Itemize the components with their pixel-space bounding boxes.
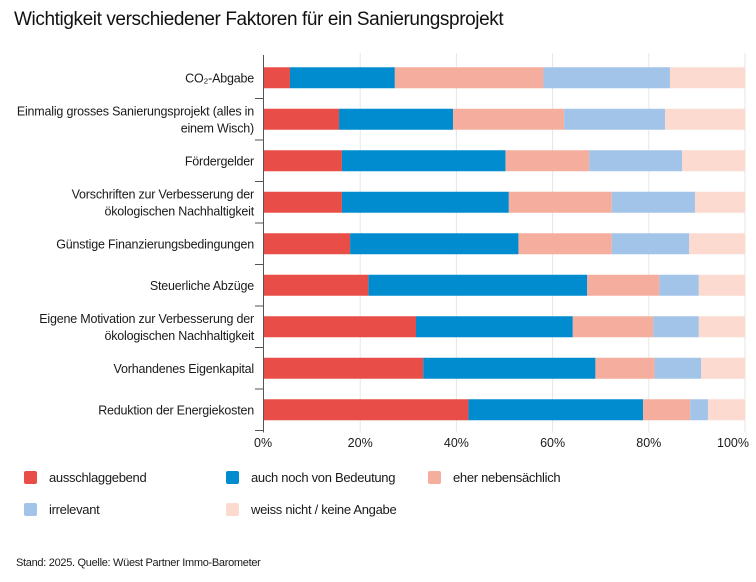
- x-tick-label: 80%: [636, 436, 661, 450]
- bar-segment: [394, 67, 544, 89]
- legend-swatch: [24, 471, 37, 484]
- bar-segment: [415, 316, 573, 338]
- x-tick-label: 20%: [348, 436, 373, 450]
- bar-segment: [681, 150, 745, 172]
- bar-segment: [611, 233, 690, 255]
- x-axis-ticks: 0% 20% 40% 60% 80% 100%: [254, 436, 749, 450]
- bar-segment: [339, 108, 454, 130]
- bar-segment: [643, 399, 691, 421]
- bar-segment: [423, 357, 596, 379]
- bar-segment: [341, 191, 509, 213]
- bar-segment: [264, 150, 342, 172]
- bar-row: [264, 191, 745, 213]
- legend-label: irrelevant: [49, 502, 100, 517]
- y-tick-label: Reduktion der Energiekosten: [98, 403, 254, 417]
- bar-segment: [264, 357, 424, 379]
- bar-row: [264, 316, 745, 338]
- y-tick-label: Fördergelder: [185, 154, 254, 168]
- bar-segment: [264, 108, 340, 130]
- legend-item: auch noch von Bedeutung: [226, 470, 395, 485]
- y-tick-label: Vorschriften zur Verbesserung der: [72, 187, 254, 201]
- legend-label: auch noch von Bedeutung: [251, 470, 396, 485]
- y-tick-label: Steuerliche Abzüge: [150, 279, 254, 293]
- bar-segment: [264, 191, 342, 213]
- bar-segment: [595, 357, 655, 379]
- bar-segment: [659, 274, 699, 296]
- source-note: Stand: 2025. Quelle: Wüest Partner Immo-…: [16, 557, 261, 569]
- bars: [264, 67, 745, 421]
- x-tick-label: 40%: [444, 436, 469, 450]
- bar-segment: [543, 67, 670, 89]
- legend-item: eher nebensächlich: [428, 470, 561, 485]
- legend-swatch: [226, 471, 239, 484]
- legend-swatch: [226, 503, 239, 516]
- bar-segment: [350, 233, 519, 255]
- bar-segment: [341, 150, 506, 172]
- bar-row: [264, 67, 745, 89]
- y-tick-label: Einmalig grosses Sanierungsprojekt (alle…: [17, 104, 254, 118]
- bar-segment: [264, 316, 416, 338]
- legend-label: ausschlaggebend: [49, 470, 147, 485]
- bar-segment: [653, 316, 699, 338]
- bar-segment: [508, 191, 612, 213]
- y-tick-label: CO₂-Abgabe: [185, 71, 254, 85]
- bar-row: [264, 399, 745, 421]
- bar-segment: [694, 191, 745, 213]
- bar-segment: [611, 191, 695, 213]
- bar-row: [264, 108, 745, 130]
- legend-item: weiss nicht / keine Angabe: [226, 502, 397, 517]
- y-axis: [255, 55, 264, 433]
- bar-segment: [572, 316, 654, 338]
- chart-title: Wichtigkeit verschiedener Faktoren für e…: [14, 9, 504, 30]
- x-tick-label: 60%: [540, 436, 565, 450]
- y-tick-label: ökologischen Nachhaltigkeit: [104, 204, 254, 218]
- bar-segment: [264, 67, 290, 89]
- legend-item: irrelevant: [24, 502, 100, 517]
- bar-segment: [518, 233, 612, 255]
- bar-segment: [665, 108, 745, 130]
- bar-segment: [690, 399, 708, 421]
- bar-segment: [264, 399, 469, 421]
- bar-segment: [698, 316, 745, 338]
- bar-row: [264, 150, 745, 172]
- bar-segment: [368, 274, 588, 296]
- y-tick-label: ökologischen Nachhaltigkeit: [104, 329, 254, 343]
- bar-segment: [701, 357, 745, 379]
- y-tick-label: Vorhandenes Eigenkapital: [114, 362, 254, 376]
- bar-row: [264, 274, 745, 296]
- legend-label: weiss nicht / keine Angabe: [251, 502, 397, 517]
- stacked-bar-chart: CO₂-Abgabe Einmalig grosses Sanierungspro…: [17, 53, 749, 450]
- bar-segment: [707, 399, 745, 421]
- x-tick-label: 100%: [717, 436, 749, 450]
- y-tick-label: Eigene Motivation zur Verbesserung der: [39, 312, 254, 326]
- bar-segment: [264, 274, 369, 296]
- bar-segment: [587, 274, 660, 296]
- bar-segment: [698, 274, 745, 296]
- legend-label: eher nebensächlich: [453, 470, 561, 485]
- legend-item: ausschlaggebend: [24, 470, 147, 485]
- bar-segment: [654, 357, 702, 379]
- bar-row: [264, 233, 745, 255]
- y-axis-labels: CO₂-Abgabe Einmalig grosses Sanierungspro…: [17, 71, 255, 417]
- bar-segment: [669, 67, 745, 89]
- bar-segment: [589, 150, 682, 172]
- bar-segment: [505, 150, 590, 172]
- bar-segment: [289, 67, 395, 89]
- bar-segment: [468, 399, 644, 421]
- bar-segment: [453, 108, 565, 130]
- bar-segment: [264, 233, 351, 255]
- legend-swatch: [24, 503, 37, 516]
- bar-segment: [689, 233, 745, 255]
- y-tick-label: Günstige Finanzierungsbedingungen: [56, 237, 254, 251]
- bar-row: [264, 357, 745, 379]
- legend-swatch: [428, 471, 441, 484]
- bar-segment: [564, 108, 666, 130]
- y-tick-label: einem Wisch): [181, 121, 254, 135]
- x-tick-label: 0%: [254, 436, 272, 450]
